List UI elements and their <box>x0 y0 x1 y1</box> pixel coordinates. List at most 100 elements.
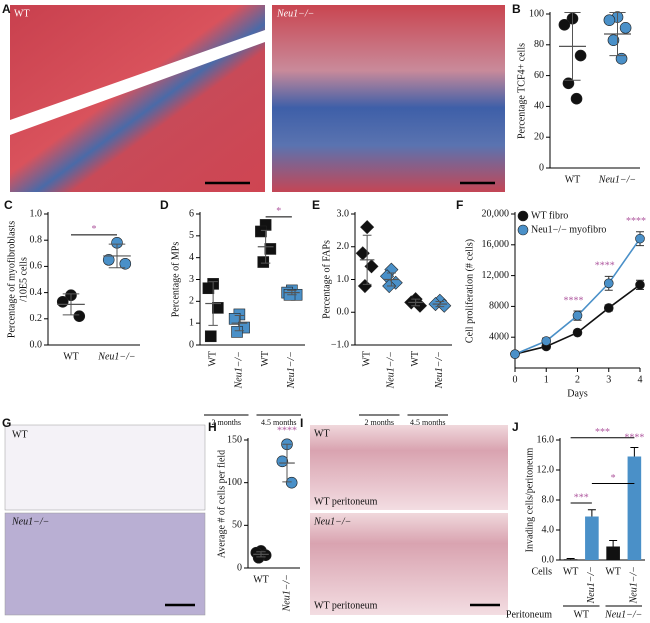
group-label: Neu1−/− <box>604 609 642 620</box>
x-tick-label: Neu1−/− <box>234 351 245 389</box>
y-tick-label: 150 <box>227 434 242 445</box>
data-point <box>572 327 583 338</box>
y-tick-label: 4.0 <box>542 524 555 535</box>
image-label: WT <box>12 429 28 440</box>
image-gap <box>10 30 265 135</box>
panel-letter: C <box>4 198 13 212</box>
error-bar <box>287 289 297 296</box>
data-point <box>607 34 620 46</box>
y-tick-label: 2.0 <box>337 241 350 252</box>
data-point <box>276 455 289 468</box>
x-tick-label: 0 <box>513 374 518 385</box>
x-tick-label: Neu1−/− <box>586 566 597 604</box>
x-axis-label: Days <box>567 388 588 399</box>
row-label: Cells <box>531 566 552 577</box>
group-label: WT <box>573 609 589 620</box>
x-tick-label: 2 <box>575 374 580 385</box>
annotation: **** <box>626 216 646 227</box>
annotation: * <box>276 206 281 217</box>
image-label: WT peritoneum <box>314 600 378 611</box>
annotation: **** <box>595 261 615 272</box>
x-tick-label: WT <box>260 351 271 367</box>
y-tick-label: 3.0 <box>337 208 350 219</box>
error-bar <box>609 11 626 57</box>
x-tick-label: WT <box>605 566 621 577</box>
y-tick-label: 1.0 <box>30 208 43 219</box>
error-bar <box>362 234 372 285</box>
image <box>310 513 508 615</box>
error-bar <box>108 243 126 269</box>
x-tick-label: WT <box>207 351 218 367</box>
x-tick-label: WT <box>563 566 579 577</box>
y-tick-label: 0.0 <box>337 307 350 318</box>
y-tick-label: 0.2 <box>30 313 43 324</box>
y-tick-label: 12,000 <box>482 270 510 281</box>
annotation: * <box>92 224 97 235</box>
data-point <box>541 336 552 346</box>
error-bar <box>234 315 245 332</box>
image <box>4 512 206 616</box>
bar <box>627 456 642 560</box>
x-tick-label: 4 <box>638 374 643 385</box>
data-point <box>619 22 632 34</box>
x-tick-label: Neu1−/− <box>281 574 292 612</box>
panel-letter: J <box>512 420 519 434</box>
data-point <box>603 14 616 26</box>
error-bar <box>587 509 596 517</box>
data-point <box>285 476 298 489</box>
x-tick-label: WT <box>361 351 372 367</box>
image-label: Neu1−/− <box>11 516 49 527</box>
y-tick-label: 8.0 <box>542 494 555 505</box>
data-point <box>510 349 520 359</box>
data-point <box>119 257 132 270</box>
image <box>272 5 505 192</box>
legend-label: Neu1−/− myofibro <box>531 224 606 235</box>
data-point <box>56 295 69 308</box>
y-tick-label: 3 <box>189 274 194 285</box>
y-tick-label: 80 <box>534 39 544 50</box>
panel-a: A WT Neu1−/− <box>2 2 505 192</box>
x-tick-label: WT <box>410 351 421 367</box>
group-label: 2 months <box>211 418 241 427</box>
row-label: Peritoneum <box>506 609 552 620</box>
data-point <box>231 326 243 338</box>
y-tick-label: 16,000 <box>482 239 510 250</box>
bar <box>563 559 578 560</box>
y-tick-label: 6 <box>189 208 194 219</box>
panel-i: I WT WT peritoneum Neu1−/− WT peritoneum <box>300 416 508 615</box>
x-tick-label: 3 <box>606 374 611 385</box>
error-bar <box>256 551 266 558</box>
y-tick-label: 0 <box>237 562 242 573</box>
data-point <box>204 330 217 343</box>
y-axis-label: Percentage of myofibroblasts <box>6 221 17 338</box>
legend-marker <box>517 224 529 236</box>
annotation: * <box>611 473 616 484</box>
data-point <box>635 280 645 290</box>
error-bar <box>435 300 445 308</box>
y-tick-label: 0.0 <box>542 554 555 565</box>
y-tick-label: 0 <box>539 162 544 173</box>
x-tick-label: Neu1−/− <box>629 566 640 604</box>
bar <box>585 516 599 560</box>
data-point <box>574 49 587 62</box>
annotation: **** <box>624 432 644 443</box>
panel-letter: G <box>2 416 11 430</box>
error-bar <box>62 293 80 316</box>
panel-letter: B <box>512 2 521 16</box>
y-axis-label: Percentage TCF4+ cells <box>516 43 527 139</box>
y-axis-label: Percentage of FAPs <box>321 240 332 319</box>
y-axis-label: Average # of cells per field <box>216 450 227 558</box>
x-tick-label: WT <box>565 174 581 185</box>
x-tick-label: Neu1−/− <box>598 174 636 185</box>
data-point <box>257 256 270 268</box>
data-point <box>202 282 215 295</box>
data-point <box>558 18 571 31</box>
x-tick-label: 1 <box>544 374 549 385</box>
y-tick-label: 8000 <box>489 301 509 312</box>
error-bar <box>282 443 292 483</box>
y-tick-label: 20,000 <box>482 208 510 219</box>
error-bar <box>566 558 575 560</box>
legend-label: WT fibro <box>531 210 568 221</box>
y-tick-label: 1.0 <box>337 274 350 285</box>
